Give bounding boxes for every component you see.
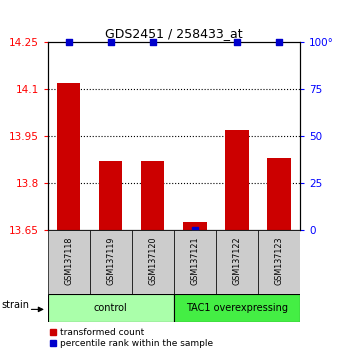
Bar <box>216 230 258 294</box>
Text: GSM137122: GSM137122 <box>233 236 241 285</box>
Bar <box>258 230 300 294</box>
Text: GSM137121: GSM137121 <box>190 236 199 285</box>
Text: control: control <box>94 303 128 313</box>
Bar <box>183 222 207 230</box>
Text: TAC1 overexpressing: TAC1 overexpressing <box>186 303 288 313</box>
Text: GSM137123: GSM137123 <box>275 236 284 285</box>
Point <box>108 40 114 45</box>
Text: GSM137119: GSM137119 <box>106 236 115 285</box>
Bar <box>141 161 164 230</box>
Bar <box>57 83 80 230</box>
Bar <box>225 130 249 230</box>
Bar <box>99 161 122 230</box>
Legend: transformed count, percentile rank within the sample: transformed count, percentile rank withi… <box>49 328 213 348</box>
Bar <box>174 230 216 294</box>
Point <box>234 40 240 45</box>
Bar <box>48 294 174 322</box>
Text: GSM137120: GSM137120 <box>148 236 158 285</box>
Point <box>192 227 198 233</box>
Point <box>150 40 155 45</box>
Bar <box>132 230 174 294</box>
Bar <box>267 158 291 230</box>
Bar <box>48 230 90 294</box>
Point <box>66 40 72 45</box>
Text: GSM137118: GSM137118 <box>64 236 73 285</box>
Point <box>276 40 282 45</box>
Text: strain: strain <box>1 299 29 310</box>
Bar <box>174 294 300 322</box>
Bar <box>90 230 132 294</box>
Title: GDS2451 / 258433_at: GDS2451 / 258433_at <box>105 27 243 40</box>
